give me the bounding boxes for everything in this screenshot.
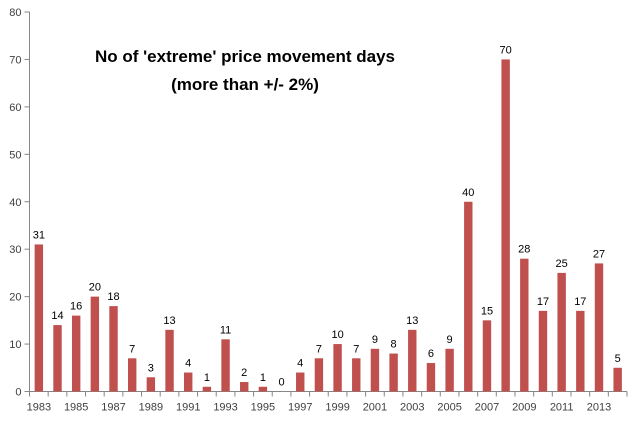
- bar: [34, 244, 44, 392]
- data-label: 8: [391, 339, 397, 351]
- data-label: 5: [615, 353, 621, 365]
- y-tick-label: 70: [9, 54, 21, 66]
- bar: [240, 382, 249, 392]
- data-label: 13: [406, 315, 418, 327]
- x-tick-label: 2005: [437, 402, 461, 414]
- x-tick-label: 1993: [213, 402, 237, 414]
- x-tick-label: 1985: [64, 402, 88, 414]
- data-label: 6: [428, 348, 434, 360]
- bar: [53, 325, 62, 392]
- data-label: 1: [204, 372, 210, 384]
- bar: [557, 272, 566, 392]
- bar: [594, 263, 604, 392]
- data-label: 9: [372, 334, 378, 346]
- data-label: 1: [260, 372, 266, 384]
- bar: [426, 363, 436, 392]
- bar: [165, 329, 174, 392]
- x-tick-label: 2001: [363, 402, 387, 414]
- data-label: 0: [279, 377, 285, 389]
- bar: [314, 358, 324, 392]
- bar: [408, 329, 417, 392]
- x-tick-label: 2009: [512, 402, 536, 414]
- x-tick-label: 1991: [176, 402, 200, 414]
- bar: [184, 372, 193, 392]
- x-tick-label: 2011: [550, 402, 574, 414]
- data-label: 17: [574, 296, 586, 308]
- bar: [520, 258, 529, 392]
- data-label: 17: [537, 296, 549, 308]
- data-label: 9: [447, 334, 453, 346]
- bar: [576, 310, 585, 392]
- bar: [109, 306, 118, 392]
- bar: [482, 320, 492, 392]
- bar: [501, 59, 510, 392]
- bar: [71, 315, 81, 392]
- data-label: 31: [33, 229, 45, 241]
- y-tick-label: 80: [9, 7, 21, 19]
- y-tick-label: 40: [9, 197, 21, 209]
- bar: [146, 377, 156, 392]
- bar: [333, 344, 342, 392]
- data-label: 15: [481, 305, 493, 317]
- data-label: 4: [297, 358, 303, 370]
- y-tick-label: 20: [9, 292, 21, 304]
- bar: [445, 348, 454, 392]
- chart-title-line-1: No of 'extreme' price movement days: [95, 47, 395, 66]
- data-label: 4: [185, 358, 191, 370]
- x-tick-label: 1989: [139, 402, 163, 414]
- bar: [127, 358, 137, 392]
- data-label: 13: [163, 315, 175, 327]
- data-label: 28: [518, 244, 530, 256]
- data-label: 7: [129, 343, 135, 355]
- data-label: 7: [316, 343, 322, 355]
- bars-layer: [34, 59, 622, 392]
- data-label: 7: [353, 343, 359, 355]
- data-label: 14: [51, 310, 63, 322]
- x-tick-label: 2013: [587, 402, 611, 414]
- x-tick-label: 1997: [288, 402, 312, 414]
- data-label: 3: [148, 362, 154, 374]
- data-label: 10: [331, 329, 343, 341]
- x-tick-label: 2007: [475, 402, 499, 414]
- chart-title: No of 'extreme' price movement days (mor…: [95, 47, 395, 94]
- bar: [613, 367, 622, 392]
- bar: [90, 296, 100, 392]
- data-label: 40: [462, 187, 474, 199]
- data-label: 2: [241, 367, 247, 379]
- x-tick-label: 2003: [400, 402, 424, 414]
- data-label: 11: [220, 324, 231, 336]
- x-tick-label: 1983: [27, 402, 51, 414]
- data-label: 20: [89, 282, 101, 294]
- data-label: 70: [500, 44, 512, 56]
- bar: [221, 339, 230, 392]
- bar: [389, 353, 398, 392]
- y-tick-label: 50: [9, 149, 21, 161]
- bar: [538, 310, 548, 392]
- x-tick-label: 1987: [101, 402, 125, 414]
- data-label: 18: [107, 291, 119, 303]
- y-tick-label: 30: [9, 244, 21, 256]
- bar: [258, 386, 268, 392]
- x-tick-label: 1995: [251, 402, 275, 414]
- data-label: 27: [593, 248, 605, 260]
- y-tick-label: 0: [15, 387, 21, 399]
- chart-title-line-2: (more than +/- 2%): [171, 75, 319, 94]
- x-tick-label: 1999: [325, 402, 349, 414]
- y-tick-label: 10: [9, 339, 21, 351]
- bar: [464, 201, 473, 392]
- bar: [370, 348, 380, 392]
- data-label: 25: [556, 258, 568, 270]
- y-tick-label: 60: [9, 102, 21, 114]
- bar: [202, 386, 212, 392]
- bar: [352, 358, 361, 392]
- bar: [296, 372, 305, 392]
- data-label: 16: [70, 301, 82, 313]
